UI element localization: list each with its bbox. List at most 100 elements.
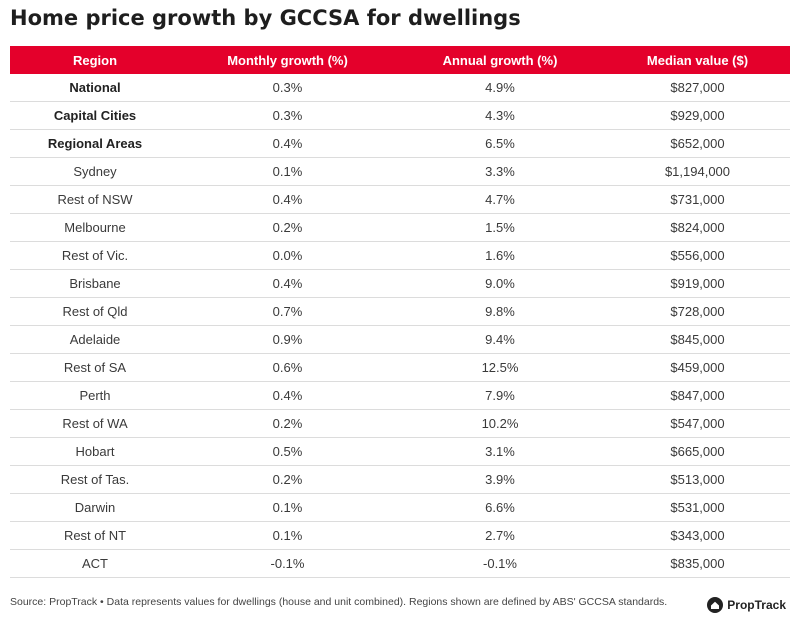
annual-growth-cell: 3.1% (395, 437, 605, 466)
region-cell: Brisbane (10, 269, 180, 298)
table-row: Brisbane 0.4% 9.0% $919,000 (10, 269, 790, 298)
annual-growth-cell: 4.9% (395, 74, 605, 102)
column-header-median: Median value ($) (605, 46, 790, 74)
annual-growth-cell: 9.0% (395, 269, 605, 298)
table-row: Adelaide 0.9% 9.4% $845,000 (10, 325, 790, 354)
region-cell: Darwin (10, 493, 180, 522)
monthly-growth-cell: 0.4% (180, 185, 395, 214)
monthly-growth-cell: 0.1% (180, 157, 395, 186)
chart-title: Home price growth by GCCSA for dwellings (10, 6, 521, 30)
region-cell: Rest of NSW (10, 185, 180, 214)
table-row: Rest of Vic. 0.0% 1.6% $556,000 (10, 241, 790, 270)
proptrack-logo-icon (707, 597, 724, 613)
table-row: Melbourne 0.2% 1.5% $824,000 (10, 213, 790, 242)
column-header-region: Region (10, 46, 180, 74)
annual-growth-cell: 2.7% (395, 521, 605, 550)
annual-growth-cell: 6.5% (395, 129, 605, 158)
annual-growth-cell: 4.7% (395, 185, 605, 214)
table-row: Rest of WA 0.2% 10.2% $547,000 (10, 409, 790, 438)
column-header-monthly: Monthly growth (%) (180, 46, 395, 74)
region-cell: Rest of WA (10, 409, 180, 438)
annual-growth-cell: 10.2% (395, 409, 605, 438)
table-row: National 0.3% 4.9% $827,000 (10, 74, 790, 102)
table-row: Rest of NT 0.1% 2.7% $343,000 (10, 521, 790, 550)
annual-growth-cell: 6.6% (395, 493, 605, 522)
region-cell: Rest of Vic. (10, 241, 180, 270)
table-row: Capital Cities 0.3% 4.3% $929,000 (10, 101, 790, 130)
region-cell: Rest of Qld (10, 297, 180, 326)
monthly-growth-cell: 0.9% (180, 325, 395, 354)
monthly-growth-cell: 0.0% (180, 241, 395, 270)
region-cell: Regional Areas (10, 129, 180, 158)
annual-growth-cell: 3.9% (395, 465, 605, 494)
monthly-growth-cell: 0.6% (180, 353, 395, 382)
median-value-cell: $827,000 (605, 74, 790, 102)
region-cell: Sydney (10, 157, 180, 186)
region-cell: Capital Cities (10, 101, 180, 130)
median-value-cell: $731,000 (605, 185, 790, 214)
median-value-cell: $665,000 (605, 437, 790, 466)
monthly-growth-cell: 0.4% (180, 269, 395, 298)
table-row: Rest of NSW 0.4% 4.7% $731,000 (10, 185, 790, 214)
growth-table: Region Monthly growth (%) Annual growth … (10, 46, 790, 578)
table-body: National 0.3% 4.9% $827,000 Capital Cities 0.… (10, 74, 790, 578)
annual-growth-cell: 1.6% (395, 241, 605, 270)
monthly-growth-cell: 0.5% (180, 437, 395, 466)
table-row: Hobart 0.5% 3.1% $665,000 (10, 437, 790, 466)
region-cell: Rest of NT (10, 521, 180, 550)
median-value-cell: $547,000 (605, 409, 790, 438)
region-cell: ACT (10, 549, 180, 578)
logo-text: PropTrack (727, 598, 786, 612)
annual-growth-cell: 12.5% (395, 353, 605, 382)
monthly-growth-cell: 0.2% (180, 409, 395, 438)
annual-growth-cell: 1.5% (395, 213, 605, 242)
table-row: Regional Areas 0.4% 6.5% $652,000 (10, 129, 790, 158)
median-value-cell: $343,000 (605, 521, 790, 550)
table-header-row: Region Monthly growth (%) Annual growth … (10, 46, 790, 74)
monthly-growth-cell: 0.3% (180, 101, 395, 130)
monthly-growth-cell: 0.1% (180, 493, 395, 522)
table-row: Perth 0.4% 7.9% $847,000 (10, 381, 790, 410)
monthly-growth-cell: 0.1% (180, 521, 395, 550)
median-value-cell: $459,000 (605, 353, 790, 382)
median-value-cell: $531,000 (605, 493, 790, 522)
annual-growth-cell: 9.4% (395, 325, 605, 354)
proptrack-logo: PropTrack (707, 597, 786, 613)
table-row: Rest of Tas. 0.2% 3.9% $513,000 (10, 465, 790, 494)
median-value-cell: $929,000 (605, 101, 790, 130)
column-header-annual: Annual growth (%) (395, 46, 605, 74)
region-cell: Perth (10, 381, 180, 410)
table-row: Darwin 0.1% 6.6% $531,000 (10, 493, 790, 522)
median-value-cell: $824,000 (605, 213, 790, 242)
region-cell: Adelaide (10, 325, 180, 354)
monthly-growth-cell: 0.2% (180, 465, 395, 494)
monthly-growth-cell: 0.4% (180, 129, 395, 158)
annual-growth-cell: 4.3% (395, 101, 605, 130)
table-row: ACT -0.1% -0.1% $835,000 (10, 549, 790, 578)
monthly-growth-cell: 0.3% (180, 74, 395, 102)
region-cell: Rest of SA (10, 353, 180, 382)
monthly-growth-cell: 0.7% (180, 297, 395, 326)
median-value-cell: $728,000 (605, 297, 790, 326)
region-cell: Melbourne (10, 213, 180, 242)
monthly-growth-cell: 0.4% (180, 381, 395, 410)
table-row: Rest of SA 0.6% 12.5% $459,000 (10, 353, 790, 382)
table-row: Rest of Qld 0.7% 9.8% $728,000 (10, 297, 790, 326)
median-value-cell: $556,000 (605, 241, 790, 270)
median-value-cell: $1,194,000 (605, 157, 790, 186)
region-cell: Hobart (10, 437, 180, 466)
monthly-growth-cell: -0.1% (180, 549, 395, 578)
annual-growth-cell: 3.3% (395, 157, 605, 186)
median-value-cell: $845,000 (605, 325, 790, 354)
region-cell: National (10, 74, 180, 102)
median-value-cell: $835,000 (605, 549, 790, 578)
median-value-cell: $919,000 (605, 269, 790, 298)
region-cell: Rest of Tas. (10, 465, 180, 494)
annual-growth-cell: -0.1% (395, 549, 605, 578)
annual-growth-cell: 7.9% (395, 381, 605, 410)
source-note: Source: PropTrack • Data represents valu… (10, 596, 668, 608)
median-value-cell: $652,000 (605, 129, 790, 158)
monthly-growth-cell: 0.2% (180, 213, 395, 242)
median-value-cell: $513,000 (605, 465, 790, 494)
median-value-cell: $847,000 (605, 381, 790, 410)
